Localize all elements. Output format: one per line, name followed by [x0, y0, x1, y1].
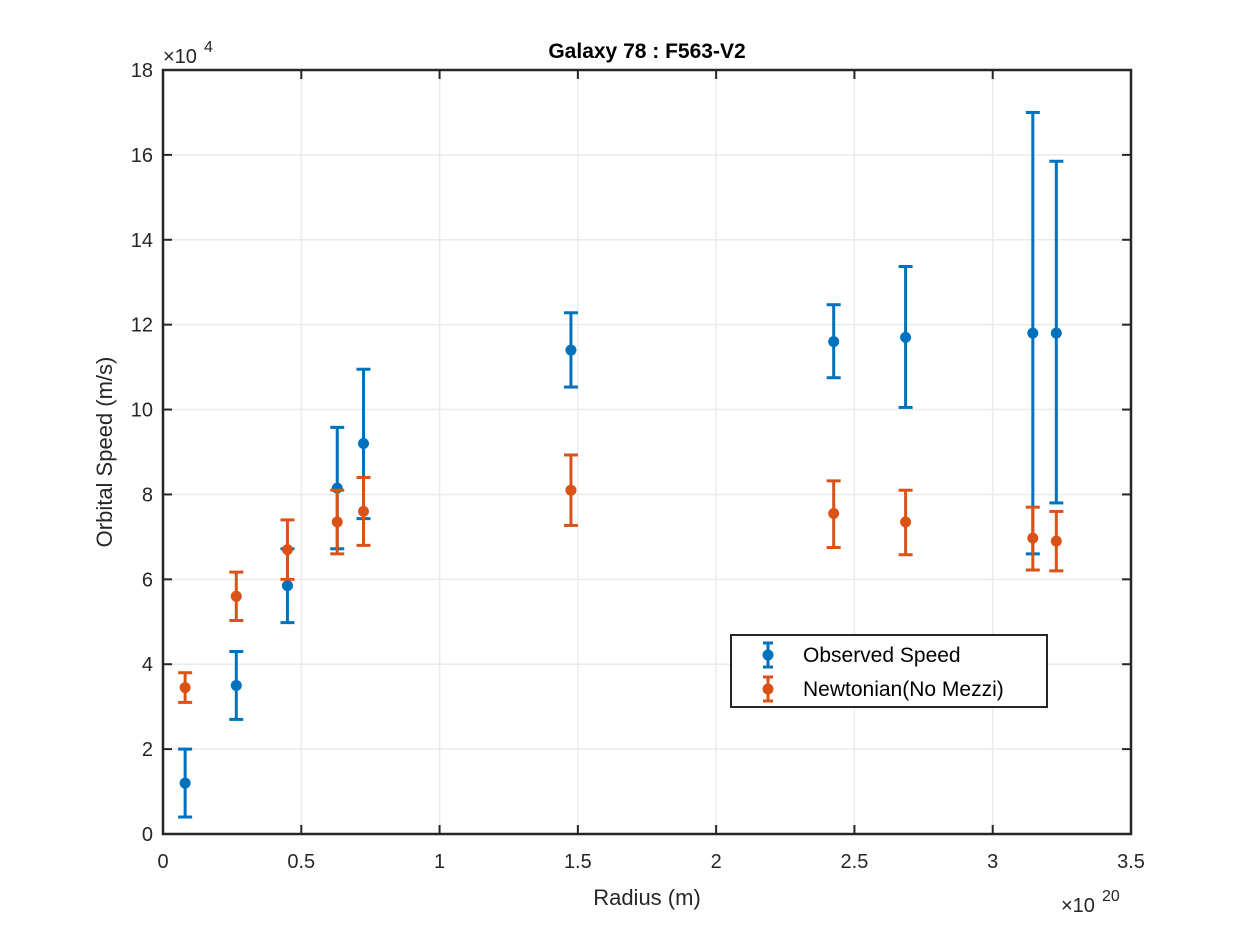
- grid: [163, 70, 1131, 834]
- y-tick-label: 14: [131, 230, 153, 252]
- x-tick-label: 2.5: [841, 851, 869, 873]
- x-tick-label: 1.5: [564, 851, 592, 873]
- data-point: [179, 682, 191, 694]
- y-tick-label: 0: [142, 824, 153, 846]
- y-tick-label: 12: [131, 315, 153, 337]
- x-tick-label: 3: [987, 851, 998, 873]
- data-point: [900, 331, 912, 343]
- data-point: [828, 336, 840, 348]
- series-1: [178, 453, 1064, 704]
- y-tick-label: 10: [131, 400, 153, 422]
- data-point: [1027, 327, 1039, 339]
- x-tick-label: 2: [711, 851, 722, 873]
- x-tick-label: 1: [434, 851, 445, 873]
- x-tick-label: 3.5: [1117, 851, 1145, 873]
- data-series: [178, 110, 1064, 819]
- data-point: [900, 516, 912, 528]
- legend-label: Observed Speed: [803, 644, 961, 667]
- chart-title: Galaxy 78 : F563-V2: [548, 40, 745, 63]
- data-point: [358, 505, 370, 517]
- x-tick-label: 0: [157, 851, 168, 873]
- legend-marker: [762, 649, 774, 661]
- data-point: [281, 580, 293, 592]
- data-point: [358, 438, 370, 450]
- y-tick-label: 18: [131, 60, 153, 82]
- x-axis-exponent: ×10 20: [1061, 888, 1120, 917]
- x-tick-label: 0.5: [287, 851, 315, 873]
- legend-entry: Observed Speed: [762, 641, 961, 669]
- data-point: [230, 679, 242, 691]
- legend-marker: [762, 683, 774, 695]
- data-point: [565, 484, 577, 496]
- legend-label: Newtonian(No Mezzi): [803, 678, 1004, 701]
- legend-entry: Newtonian(No Mezzi): [762, 675, 1004, 703]
- y-tick-label: 16: [131, 145, 153, 167]
- y-tick-label: 4: [142, 654, 153, 676]
- data-point: [331, 516, 343, 528]
- y-tick-label: 8: [142, 484, 153, 506]
- axes: [161, 68, 1133, 836]
- y-tick-label: 2: [142, 739, 153, 761]
- legend-box: [730, 634, 1048, 708]
- data-point: [1050, 327, 1062, 339]
- data-point: [281, 544, 293, 556]
- y-axis-exponent: ×10 4: [163, 39, 213, 68]
- data-point: [1027, 532, 1039, 544]
- legend: Observed Speed Newtonian(No Mezzi): [730, 634, 1048, 708]
- x-exponent-base: ×10: [1061, 895, 1095, 917]
- data-point: [828, 508, 840, 520]
- x-exponent-power: 20: [1102, 888, 1120, 905]
- data-point: [230, 590, 242, 602]
- tick-labels: 0 0.5 1 1.5 2 2.5 3 3.5 0 2 4 6 8 10 12 14 16 18: [131, 60, 1145, 873]
- x-axis-label: Radius (m): [593, 885, 701, 910]
- axes-box: [161, 68, 1133, 836]
- data-point: [179, 777, 191, 789]
- y-exponent-base: ×10: [163, 46, 197, 68]
- data-point: [1050, 535, 1062, 547]
- y-exponent-power: 4: [204, 39, 213, 56]
- y-tick-label: 6: [142, 569, 153, 591]
- y-axis-label: Orbital Speed (m/s): [92, 357, 117, 548]
- data-point: [565, 344, 577, 356]
